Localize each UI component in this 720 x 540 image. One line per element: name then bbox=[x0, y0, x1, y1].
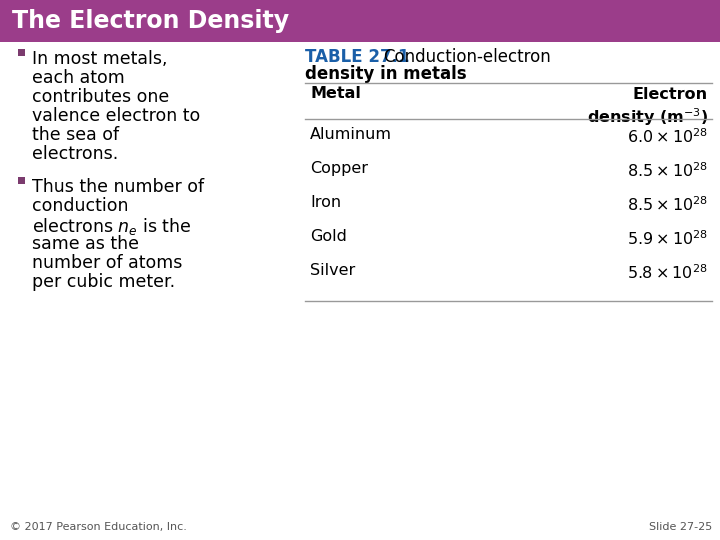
Text: Electron
density (m$^{-3}$): Electron density (m$^{-3}$) bbox=[587, 87, 708, 127]
Text: Thus the number of: Thus the number of bbox=[32, 178, 204, 196]
Text: density in metals: density in metals bbox=[305, 65, 467, 83]
Text: conduction: conduction bbox=[32, 197, 128, 215]
Text: valence electron to: valence electron to bbox=[32, 107, 200, 125]
Text: $6.0 \times 10^{28}$: $6.0 \times 10^{28}$ bbox=[627, 127, 708, 146]
Text: Silver: Silver bbox=[310, 263, 355, 278]
Text: $8.5 \times 10^{28}$: $8.5 \times 10^{28}$ bbox=[627, 195, 708, 214]
Text: Aluminum: Aluminum bbox=[310, 127, 392, 142]
Text: © 2017 Pearson Education, Inc.: © 2017 Pearson Education, Inc. bbox=[10, 522, 187, 532]
Text: TABLE 27.1: TABLE 27.1 bbox=[305, 48, 415, 66]
Text: In most metals,: In most metals, bbox=[32, 50, 168, 68]
Text: Metal: Metal bbox=[310, 86, 361, 102]
Text: $8.5 \times 10^{28}$: $8.5 \times 10^{28}$ bbox=[627, 161, 708, 180]
Text: electrons.: electrons. bbox=[32, 145, 118, 163]
Text: per cubic meter.: per cubic meter. bbox=[32, 273, 175, 291]
Text: Gold: Gold bbox=[310, 229, 347, 244]
Text: number of atoms: number of atoms bbox=[32, 254, 182, 272]
Text: Copper: Copper bbox=[310, 161, 368, 176]
Text: each atom: each atom bbox=[32, 69, 125, 87]
Text: Slide 27-25: Slide 27-25 bbox=[649, 522, 712, 532]
Text: same as the: same as the bbox=[32, 235, 139, 253]
Bar bbox=[18, 177, 25, 184]
Text: contributes one: contributes one bbox=[32, 88, 169, 106]
Text: Conduction-electron: Conduction-electron bbox=[383, 48, 551, 66]
Bar bbox=[18, 49, 25, 56]
Text: the sea of: the sea of bbox=[32, 126, 119, 144]
Bar bbox=[0, 0, 720, 42]
Text: electrons $\mathit{n}_e$ is the: electrons $\mathit{n}_e$ is the bbox=[32, 216, 192, 237]
Text: $5.8 \times 10^{28}$: $5.8 \times 10^{28}$ bbox=[627, 263, 708, 282]
Text: $5.9 \times 10^{28}$: $5.9 \times 10^{28}$ bbox=[627, 229, 708, 248]
Text: Iron: Iron bbox=[310, 195, 341, 210]
Text: The Electron Density: The Electron Density bbox=[12, 9, 289, 33]
